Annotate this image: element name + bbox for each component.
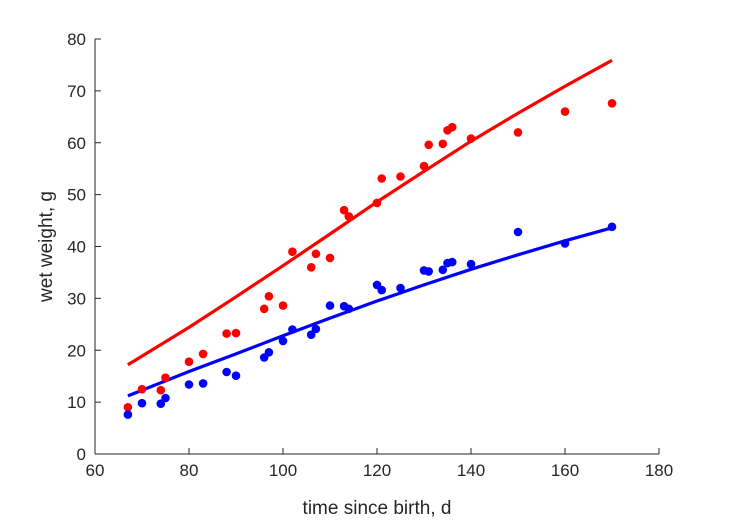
data-point-red xyxy=(372,198,382,208)
data-point-blue xyxy=(156,399,166,409)
data-point-blue xyxy=(344,304,354,314)
data-point-red xyxy=(156,385,166,395)
x-tick-label: 140 xyxy=(457,461,485,480)
x-tick-label: 100 xyxy=(269,461,297,480)
x-tick-label: 180 xyxy=(645,461,673,480)
data-point-red xyxy=(161,373,170,383)
y-axis-label: wet weight, g xyxy=(36,191,57,303)
data-point-blue xyxy=(377,285,387,295)
y-tick-label: 20 xyxy=(67,341,86,360)
y-tick-label: 10 xyxy=(67,393,86,412)
data-point-red xyxy=(123,403,133,412)
data-point-red xyxy=(339,205,349,215)
data-point-red xyxy=(344,212,354,221)
data-point-blue xyxy=(438,265,448,275)
y-tick-label: 40 xyxy=(67,238,86,257)
data-point-red xyxy=(222,329,231,338)
data-point-blue xyxy=(607,222,617,232)
data-point-blue xyxy=(560,239,570,248)
data-point-red xyxy=(447,122,457,132)
data-point-blue xyxy=(424,267,434,276)
data-point-red xyxy=(424,140,434,150)
data-point-blue xyxy=(466,259,476,269)
x-tick-label: 160 xyxy=(551,461,579,480)
data-point-red xyxy=(396,172,405,181)
data-point-blue xyxy=(184,380,194,389)
data-point-red xyxy=(259,304,269,314)
x-tick-label: 120 xyxy=(363,461,391,480)
x-axis-label: time since birth, d xyxy=(303,498,452,519)
data-point-red xyxy=(137,384,147,394)
data-point-blue xyxy=(161,393,170,403)
data-point-red xyxy=(231,328,241,338)
y-tick-label: 70 xyxy=(67,82,86,101)
y-tick-label: 80 xyxy=(67,30,86,49)
data-point-blue xyxy=(325,301,335,310)
data-point-blue xyxy=(306,330,316,340)
data-point-blue xyxy=(311,324,321,334)
data-point-blue xyxy=(198,379,208,388)
data-point-blue xyxy=(231,371,241,381)
data-point-red xyxy=(184,357,194,367)
data-point-blue xyxy=(222,367,231,377)
fit-line-red xyxy=(127,58,613,367)
data-point-blue xyxy=(123,410,133,419)
data-point-red xyxy=(198,349,208,359)
y-tick-label: 60 xyxy=(67,134,86,153)
data-point-red xyxy=(513,128,523,137)
data-point-red xyxy=(438,139,448,149)
data-point-red xyxy=(264,292,274,301)
data-point-red xyxy=(607,99,617,108)
data-point-blue xyxy=(513,227,523,237)
data-point-red xyxy=(419,161,429,171)
data-point-red xyxy=(278,301,288,310)
y-tick-label: 30 xyxy=(67,289,86,308)
y-tick-label: 0 xyxy=(77,445,86,464)
data-point-red xyxy=(466,134,476,143)
data-point-red xyxy=(325,253,335,263)
x-tick-label: 60 xyxy=(86,461,105,480)
data-point-blue xyxy=(137,398,147,408)
data-point-red xyxy=(306,263,316,272)
plot-area xyxy=(123,58,617,419)
axes-area: 60 80 100 120 140 160 180 0 10 20 30 40 50 60 70 80 xyxy=(67,30,673,480)
data-point-red xyxy=(560,107,570,116)
data-point-red xyxy=(311,249,321,259)
data-point-blue xyxy=(278,336,288,346)
data-point-red xyxy=(377,174,387,183)
fit-line-blue xyxy=(127,226,613,398)
data-point-red xyxy=(288,247,297,256)
x-tick-label: 80 xyxy=(180,461,199,480)
data-point-blue xyxy=(264,348,274,357)
data-point-blue xyxy=(447,257,457,267)
data-point-blue xyxy=(396,283,405,293)
y-tick-label: 50 xyxy=(67,186,86,205)
data-point-blue xyxy=(288,325,297,334)
